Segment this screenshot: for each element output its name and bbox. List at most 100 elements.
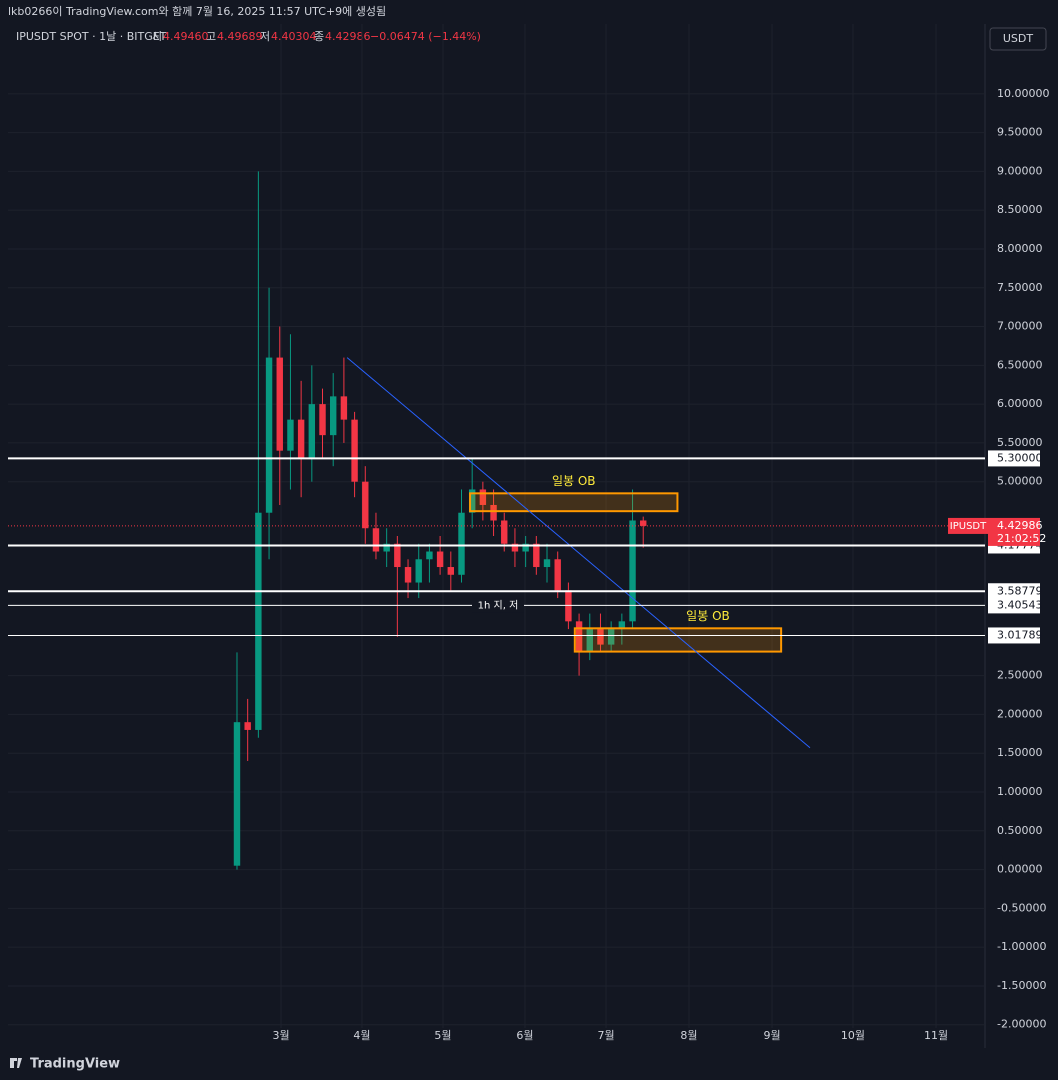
y-tick-label: 5.50000	[997, 436, 1043, 449]
candle-body	[362, 481, 369, 529]
ohlc-value: 4.42986	[325, 30, 371, 43]
candle-body	[607, 629, 615, 645]
y-tick-label: 0.50000	[997, 824, 1043, 837]
candle-body	[404, 567, 412, 583]
price-tag-label: 3.58779	[997, 584, 1043, 597]
x-tick-label: 11월	[924, 1029, 948, 1042]
candle-body	[276, 357, 283, 451]
brand: TradingView	[30, 1057, 120, 1072]
candle-body	[543, 559, 551, 568]
candle-body	[426, 551, 433, 560]
candle-body	[287, 419, 294, 451]
y-tick-label: -2.00000	[997, 1018, 1046, 1031]
candle-body	[468, 489, 476, 513]
y-tick-label: 7.00000	[997, 320, 1043, 333]
ohlc-label: 시	[152, 30, 162, 43]
symbol-info: IPUSDT SPOT · 1날 · BITGET	[16, 30, 167, 43]
candle-body	[436, 551, 444, 568]
candle-body	[394, 543, 401, 568]
ohlc-value: 4.40304	[271, 30, 317, 43]
y-tick-label: 0.00000	[997, 863, 1043, 876]
candle-body	[490, 504, 497, 521]
y-tick-label: 2.50000	[997, 669, 1043, 682]
price-tag-label: 3.40543	[997, 598, 1043, 611]
x-tick-label: 6월	[516, 1029, 533, 1042]
candle-body	[244, 722, 251, 730]
order-block	[573, 627, 783, 653]
candle-body	[319, 404, 326, 436]
ohlc-label: 종	[314, 30, 324, 43]
symbol-label: IPUSDT	[950, 521, 987, 532]
candle-body	[597, 629, 604, 645]
x-tick-label: 10월	[841, 1029, 865, 1042]
candle-body	[383, 543, 390, 552]
y-tick-label: 5.00000	[997, 475, 1043, 488]
y-tick-label: 6.50000	[997, 358, 1043, 371]
candle-body	[340, 396, 348, 420]
candle-body	[522, 543, 529, 552]
candle-body	[629, 520, 636, 622]
order-block-label: 일봉 OB	[552, 474, 596, 488]
line-note: 1h 지, 저	[478, 599, 519, 611]
candle-body	[458, 512, 465, 575]
candle-body	[554, 559, 561, 591]
candle-body	[308, 404, 316, 459]
y-tick-label: 10.00000	[997, 87, 1050, 100]
price-tag-label: 5.30000	[997, 451, 1043, 464]
last-price-tag	[988, 517, 1040, 546]
candle-body	[586, 629, 593, 653]
candle-body	[640, 520, 647, 526]
change: −0.06474 (−1.44%)	[370, 30, 481, 43]
ohlc-value: 4.49460	[163, 30, 209, 43]
y-tick-label: -1.00000	[997, 940, 1046, 953]
y-tick-label: -1.50000	[997, 979, 1046, 992]
y-tick-label: 9.00000	[997, 164, 1043, 177]
x-tick-label: 8월	[680, 1029, 697, 1042]
y-tick-label: 2.00000	[997, 707, 1043, 720]
x-tick-label: 7월	[597, 1029, 614, 1042]
candle-body	[533, 543, 540, 568]
y-tick-label: 6.00000	[997, 397, 1043, 410]
price-tag	[988, 583, 1040, 600]
candle-body	[372, 528, 380, 552]
price-tag	[988, 627, 1040, 644]
brand-logo	[10, 1058, 22, 1068]
countdown: 21:02:52	[997, 532, 1046, 545]
price-tag-label: 3.01789	[997, 628, 1043, 641]
y-tick-label: -0.50000	[997, 901, 1046, 914]
price-tag	[988, 450, 1040, 467]
candle-body	[265, 357, 273, 513]
ohlc-label: 고	[206, 30, 216, 43]
x-tick-label: 3월	[272, 1029, 289, 1042]
ohlc-value: 4.49689	[217, 30, 263, 43]
x-tick-label: 5월	[434, 1029, 451, 1042]
caption: lkb0266이 TradingView.com와 함께 7월 16, 2025…	[8, 5, 386, 18]
candle-body	[575, 621, 583, 653]
note-bg	[472, 598, 524, 613]
order-block-label: 일봉 OB	[686, 609, 730, 623]
candle-body	[415, 559, 422, 583]
candle-body	[233, 722, 241, 866]
price-tag	[988, 597, 1040, 614]
trendline	[346, 357, 811, 749]
y-tick-label: 1.00000	[997, 785, 1043, 798]
candle-body	[297, 419, 305, 459]
candle-body	[511, 543, 519, 552]
last-price-label: 4.42986	[997, 519, 1043, 532]
currency[interactable]: USDT	[1003, 32, 1034, 45]
x-tick-label: 9월	[763, 1029, 780, 1042]
x-tick-label: 4월	[353, 1029, 370, 1042]
ohlc-label: 저	[260, 30, 270, 43]
y-tick-label: 1.50000	[997, 746, 1043, 759]
candle-body	[329, 396, 337, 436]
candle-body	[618, 621, 626, 630]
currency-button[interactable]	[989, 27, 1047, 51]
y-tick-label: 9.50000	[997, 126, 1043, 139]
candle-body	[501, 520, 508, 544]
symbol-tag	[948, 517, 988, 534]
y-tick-label: 8.00000	[997, 242, 1043, 255]
candle-body	[351, 419, 358, 482]
candle-body	[447, 567, 455, 575]
